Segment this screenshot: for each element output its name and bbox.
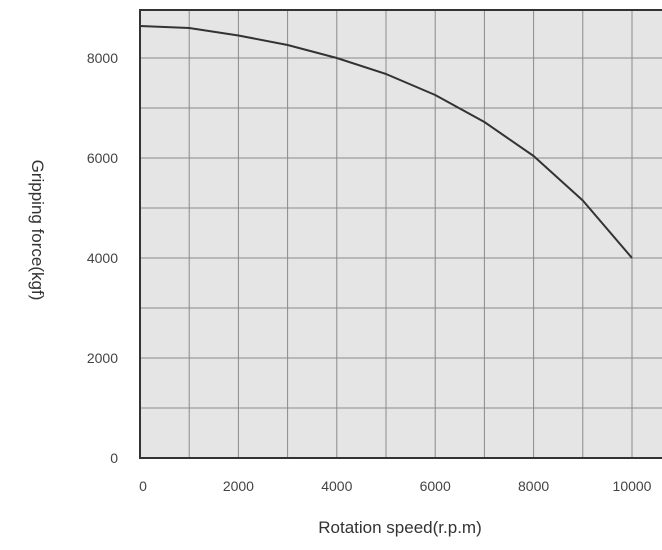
- x-tick-label-10000: 10000: [613, 478, 652, 494]
- y-tick-label-6000: 6000: [87, 150, 118, 166]
- y-tick-labels: 0 2000 4000 6000 8000: [87, 50, 118, 466]
- y-tick-label-8000: 8000: [87, 50, 118, 66]
- y-axis-title: Gripping force(kgf): [28, 160, 47, 301]
- vertical-gridlines: [188, 10, 633, 458]
- y-tick-label-4000: 4000: [87, 250, 118, 266]
- y-tick-label-2000: 2000: [87, 350, 118, 366]
- x-tick-label-4000: 4000: [321, 478, 352, 494]
- x-axis-title: Rotation speed(r.p.m): [318, 518, 481, 537]
- y-tick-label-0: 0: [110, 450, 118, 466]
- x-tick-label-2000: 2000: [223, 478, 254, 494]
- plot-frame: [139, 9, 662, 459]
- x-tick-labels: 0 2000 4000 6000 8000 10000: [139, 478, 652, 494]
- x-tick-label-6000: 6000: [420, 478, 451, 494]
- x-tick-label-0: 0: [139, 478, 147, 494]
- horizontal-gridlines: [140, 57, 662, 409]
- plot-area-background: [140, 10, 662, 458]
- gripping-force-curve: [139, 25, 633, 259]
- x-tick-label-8000: 8000: [518, 478, 549, 494]
